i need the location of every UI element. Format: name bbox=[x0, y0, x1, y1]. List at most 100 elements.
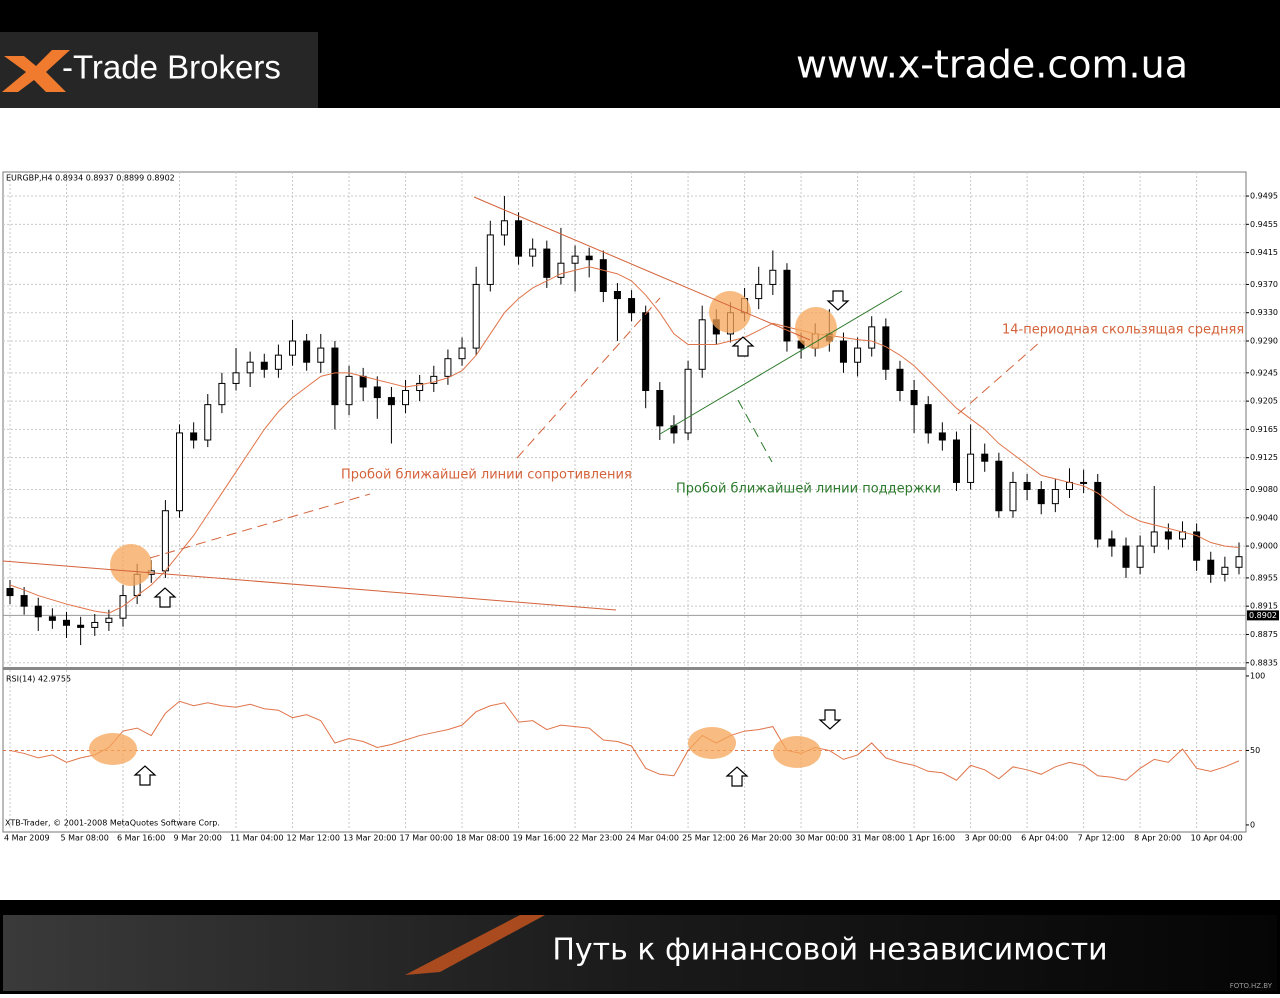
candle-body bbox=[430, 375, 438, 384]
y-tick-label: 0.9080 bbox=[1250, 485, 1278, 494]
y-tick-label: 0.9040 bbox=[1250, 513, 1278, 522]
candle-body bbox=[458, 347, 466, 360]
candle-body bbox=[952, 439, 960, 483]
candle-body bbox=[981, 453, 989, 462]
x-tick-label: 26 Mar 20:00 bbox=[739, 834, 792, 843]
candle-body bbox=[854, 347, 862, 363]
x-tick-label: 17 Mar 00:00 bbox=[400, 834, 453, 843]
candle-body bbox=[1136, 545, 1144, 568]
candle-body bbox=[938, 432, 946, 441]
annotation-ma: 14-периодная скользящая средняя bbox=[1002, 323, 1244, 338]
footer-band bbox=[3, 915, 1277, 991]
candle-body bbox=[204, 404, 212, 441]
candle-body bbox=[1235, 556, 1243, 568]
candle-body bbox=[402, 390, 410, 406]
x-tick-label: 3 Apr 00:00 bbox=[965, 834, 1012, 843]
candle-body bbox=[543, 248, 551, 278]
rsi-line bbox=[9, 700, 1240, 781]
x-tick-label: 22 Mar 23:00 bbox=[569, 834, 622, 843]
x-tick-label: 6 Mar 16:00 bbox=[117, 834, 165, 843]
candle-body bbox=[176, 432, 184, 512]
watermark: FOTO.HZ.BY bbox=[1230, 982, 1273, 990]
y-tick-label: 0.8835 bbox=[1250, 658, 1278, 667]
candle-body bbox=[260, 361, 268, 370]
candle-body bbox=[1094, 481, 1102, 540]
candle-body bbox=[416, 382, 424, 392]
x-tick-label: 10 Apr 04:00 bbox=[1191, 834, 1243, 843]
candle-body bbox=[1009, 481, 1017, 512]
candle-body bbox=[839, 340, 847, 363]
candle-body bbox=[444, 358, 452, 377]
x-tick-label: 25 Mar 12:00 bbox=[682, 834, 735, 843]
candle-body bbox=[1178, 531, 1186, 540]
current-price-label: 0.8902 bbox=[1249, 611, 1277, 620]
plot: 4 Mar 2009 5 Mar 08:00 6 Mar 16:00 9 Mar 20… bbox=[3, 172, 1279, 843]
candle-body bbox=[331, 347, 339, 406]
candle-body bbox=[218, 382, 226, 406]
candle-body bbox=[642, 312, 650, 392]
candle-body bbox=[628, 298, 636, 314]
logo-box bbox=[0, 32, 318, 108]
rsi-y-tick-label: 50 bbox=[1250, 746, 1260, 755]
resistance-lines bbox=[2, 196, 1041, 611]
candle-body bbox=[63, 619, 71, 626]
y-tick-label: 0.9415 bbox=[1250, 248, 1278, 257]
candle-body bbox=[246, 361, 254, 374]
candle-body bbox=[1221, 566, 1229, 575]
y-tick-label: 0.8915 bbox=[1250, 602, 1278, 611]
x-tick-label: 31 Mar 08:00 bbox=[852, 834, 905, 843]
candle-body bbox=[1037, 489, 1045, 505]
candle-body bbox=[515, 220, 523, 257]
y-tick-label: 0.9205 bbox=[1250, 397, 1278, 406]
x-tick-label: 24 Mar 04:00 bbox=[626, 834, 679, 843]
panel-separator bbox=[3, 667, 1246, 670]
candle-body bbox=[1023, 481, 1031, 491]
x-tick-label: 19 Mar 16:00 bbox=[513, 834, 566, 843]
candle-body bbox=[967, 453, 975, 483]
x-tick-label: 12 Mar 12:00 bbox=[287, 834, 340, 843]
candle-body bbox=[924, 404, 932, 434]
footer-chevron bbox=[405, 915, 545, 975]
candle-body bbox=[1150, 531, 1158, 547]
x-tick-label: 1 Apr 16:00 bbox=[908, 834, 955, 843]
x-tick-label: 13 Mar 20:00 bbox=[343, 834, 396, 843]
site-url: www.x-trade.com.ua bbox=[796, 43, 1188, 87]
y-tick-label: 0.9330 bbox=[1250, 308, 1278, 317]
y-tick-label: 0.8955 bbox=[1250, 573, 1278, 582]
candle-body bbox=[345, 375, 353, 406]
candle-body bbox=[387, 397, 395, 406]
candle-body bbox=[232, 372, 240, 384]
y-tick-label: 0.9370 bbox=[1250, 280, 1278, 289]
candle-body bbox=[359, 375, 367, 388]
candle-body bbox=[48, 616, 56, 621]
candle-body bbox=[34, 605, 42, 618]
x-tick-label: 18 Mar 08:00 bbox=[456, 834, 509, 843]
candle-body bbox=[599, 259, 607, 293]
candle-body bbox=[500, 220, 508, 236]
chart-header: EURGBP,H4 0.8934 0.8937 0.8899 0.8902 bbox=[6, 174, 175, 183]
candle-body bbox=[769, 269, 777, 285]
current-price-box bbox=[1247, 610, 1279, 621]
y-tick-label: 0.9165 bbox=[1250, 425, 1278, 434]
y-tick-label: 0.9245 bbox=[1250, 368, 1278, 377]
y-tick-label: 0.9000 bbox=[1250, 542, 1278, 551]
arrows bbox=[133, 290, 850, 787]
y-tick-label: 0.9495 bbox=[1250, 192, 1278, 201]
candle-body bbox=[1080, 481, 1088, 484]
candle-body bbox=[274, 354, 282, 370]
candle-body bbox=[1122, 545, 1130, 568]
y-tick-label: 0.9455 bbox=[1250, 220, 1278, 229]
candle-body bbox=[161, 510, 169, 572]
candle-body bbox=[1164, 531, 1172, 540]
candle-body bbox=[684, 368, 692, 434]
copyright: XTB-Trader, © 2001-2008 MetaQuotes Softw… bbox=[5, 819, 220, 828]
candle-body bbox=[486, 234, 494, 285]
candle-body bbox=[1108, 538, 1116, 547]
rsi-label: RSI(14) 42.9755 bbox=[6, 675, 71, 684]
candle-body bbox=[1065, 481, 1073, 491]
candle-body bbox=[995, 460, 1003, 512]
annotation-support: Пробой ближайшей линии поддержки bbox=[676, 482, 941, 497]
moving-average bbox=[9, 266, 1240, 614]
